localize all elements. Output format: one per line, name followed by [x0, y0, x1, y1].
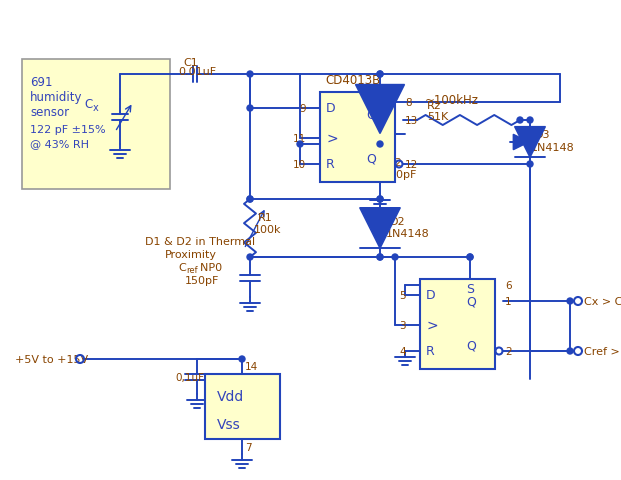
- Text: C1: C1: [183, 58, 197, 68]
- Text: 1: 1: [505, 296, 512, 306]
- Bar: [205, 374, 280, 439]
- Text: 691: 691: [30, 75, 53, 88]
- Circle shape: [467, 254, 473, 261]
- Text: 11: 11: [292, 134, 306, 144]
- Circle shape: [377, 254, 383, 261]
- Text: S: S: [466, 283, 474, 296]
- Circle shape: [377, 197, 383, 203]
- Text: R1: R1: [258, 213, 273, 223]
- Circle shape: [527, 162, 533, 168]
- Circle shape: [377, 142, 383, 148]
- Text: 8: 8: [405, 98, 412, 108]
- Text: >: >: [326, 132, 338, 146]
- Text: C: C: [178, 263, 186, 273]
- Text: R: R: [326, 158, 335, 171]
- Text: 5: 5: [399, 290, 406, 300]
- Text: S: S: [366, 96, 374, 109]
- Circle shape: [392, 254, 398, 261]
- Text: @ 43% RH: @ 43% RH: [30, 139, 89, 149]
- Text: +5V to +15V: +5V to +15V: [15, 354, 88, 364]
- Circle shape: [247, 72, 253, 78]
- Circle shape: [377, 254, 383, 261]
- Text: 3: 3: [399, 320, 406, 330]
- Circle shape: [247, 106, 253, 112]
- Text: 122 pF ±15%: 122 pF ±15%: [30, 125, 106, 135]
- Text: 51K: 51K: [427, 112, 448, 122]
- Circle shape: [297, 142, 303, 148]
- Text: 0.01uF: 0.01uF: [178, 67, 216, 77]
- Text: Q: Q: [366, 108, 376, 121]
- Circle shape: [377, 72, 383, 78]
- Text: >: >: [426, 318, 438, 332]
- Text: x: x: [93, 103, 99, 113]
- Polygon shape: [514, 135, 528, 150]
- Text: 14: 14: [245, 361, 258, 371]
- Text: R2: R2: [427, 101, 442, 111]
- Text: 13: 13: [405, 116, 419, 126]
- Text: 1N4148: 1N4148: [345, 111, 389, 121]
- Text: Vdd: Vdd: [217, 389, 244, 403]
- Circle shape: [247, 254, 253, 261]
- Circle shape: [247, 197, 253, 203]
- Text: 9: 9: [299, 104, 306, 114]
- Text: D2: D2: [390, 216, 406, 227]
- Text: D1: D1: [353, 99, 368, 109]
- Text: C2: C2: [387, 157, 402, 168]
- Text: 150pF: 150pF: [383, 169, 417, 180]
- Circle shape: [517, 118, 523, 124]
- Text: Q: Q: [466, 339, 476, 352]
- Text: 100k: 100k: [254, 225, 281, 235]
- Circle shape: [527, 118, 533, 124]
- Text: 7: 7: [245, 442, 252, 452]
- Circle shape: [567, 299, 573, 304]
- Text: Cx > Cref: Cx > Cref: [584, 296, 621, 306]
- Text: 6: 6: [505, 280, 512, 290]
- Text: 10: 10: [293, 160, 306, 169]
- Text: ~100kHz: ~100kHz: [425, 94, 479, 107]
- Text: sensor: sensor: [30, 105, 69, 118]
- Circle shape: [567, 348, 573, 354]
- Text: 12: 12: [405, 160, 419, 169]
- Polygon shape: [515, 127, 545, 158]
- Text: Q: Q: [466, 295, 476, 308]
- Text: Proximity: Proximity: [165, 250, 217, 260]
- Polygon shape: [360, 208, 401, 249]
- Bar: [420, 279, 495, 369]
- Text: Q: Q: [366, 152, 376, 165]
- Text: 4: 4: [399, 346, 406, 356]
- Polygon shape: [355, 85, 404, 134]
- Text: Cref > Cx: Cref > Cx: [584, 346, 621, 356]
- Circle shape: [467, 254, 473, 261]
- Text: 150pF: 150pF: [185, 276, 219, 286]
- Circle shape: [377, 72, 383, 78]
- Text: D: D: [326, 102, 335, 115]
- Circle shape: [239, 356, 245, 362]
- Text: humidity: humidity: [30, 90, 83, 103]
- Text: D1 & D2 in Thermal: D1 & D2 in Thermal: [145, 237, 255, 247]
- Text: 2: 2: [505, 346, 512, 356]
- Bar: [22, 60, 170, 190]
- Text: R: R: [426, 345, 435, 358]
- Text: 0,1uF: 0,1uF: [175, 372, 204, 382]
- Text: ref: ref: [186, 266, 197, 275]
- Text: Vss: Vss: [217, 417, 241, 431]
- Text: CD4013B: CD4013B: [325, 74, 380, 87]
- Text: 1N4148: 1N4148: [531, 143, 575, 153]
- Circle shape: [377, 197, 383, 203]
- Text: NP0: NP0: [193, 263, 222, 273]
- Text: 1N4148: 1N4148: [386, 228, 430, 239]
- Circle shape: [247, 197, 253, 203]
- Bar: [320, 93, 395, 182]
- Text: C: C: [84, 98, 92, 111]
- Text: D3: D3: [535, 130, 550, 140]
- Text: D: D: [426, 289, 435, 302]
